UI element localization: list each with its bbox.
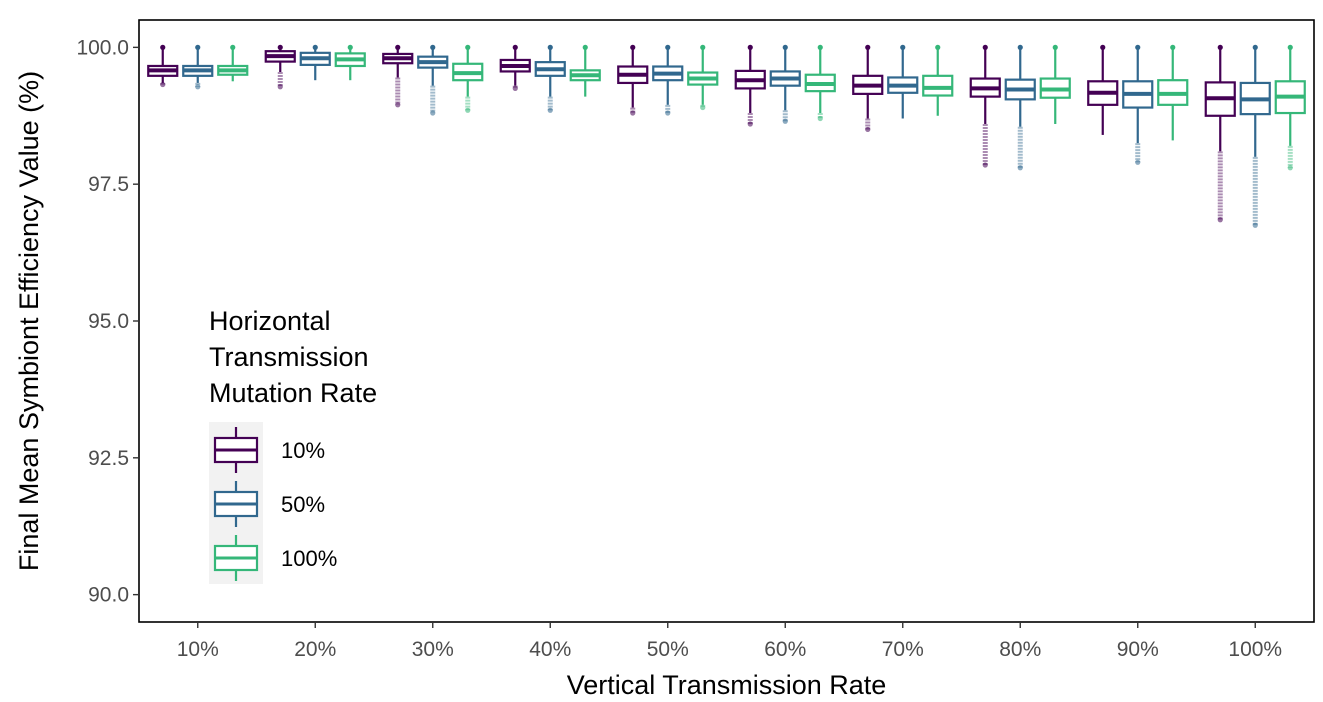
box-10pct-10pct [147, 44, 179, 88]
box-iqr [922, 74, 954, 97]
box-100pct-50pct [687, 44, 719, 111]
box-10pct-100pct [1204, 44, 1236, 223]
box-100pct-100pct [1274, 44, 1306, 171]
box-50pct-60pct [769, 44, 801, 124]
x-tick-label: 40% [529, 638, 571, 661]
box-50pct-100pct [1239, 44, 1271, 228]
outlier-point-low [465, 107, 471, 113]
y-axis-title: Final Mean Symbiont Efficiency Value (%) [14, 71, 44, 571]
outlier-point-low [782, 118, 788, 124]
y-tick-label: 92.5 [88, 447, 129, 470]
box-10pct-30pct [382, 44, 414, 108]
box-100pct-10pct [217, 44, 249, 82]
legend-title-line: Transmission [209, 342, 369, 372]
axes: 90.0 92.5 95.0 97.5 100.0 10% 20% 30% 40% 50% 60% 7… [14, 19, 1315, 700]
x-tick-label: 90% [1117, 638, 1159, 661]
box-50pct-40pct [534, 44, 566, 113]
box-10pct-60pct [734, 44, 766, 127]
x-tick-label: 80% [999, 638, 1041, 661]
plot-area [139, 20, 1314, 622]
outlier-point-low [430, 110, 436, 116]
x-axis-title: Vertical Transmission Rate [567, 670, 887, 700]
y-tick-label: 95.0 [88, 310, 129, 333]
box-100pct-60pct [804, 44, 836, 122]
box-50pct-80pct [1004, 44, 1036, 171]
outlier-point-low [195, 84, 201, 90]
box-100pct-90pct [1157, 44, 1189, 141]
x-tick-label: 60% [764, 638, 806, 661]
x-tick-label: 70% [882, 638, 924, 661]
outlier-point-low [747, 121, 753, 127]
legend-label: 10% [281, 438, 325, 463]
outlier-point-low [1252, 222, 1258, 228]
box-50pct-10pct [182, 44, 214, 90]
x-tick-label: 30% [412, 638, 454, 661]
plot-background [139, 20, 1314, 622]
x-tick-label: 10% [177, 638, 219, 661]
box-10pct-80pct [969, 44, 1001, 168]
outlier-point-low [1287, 165, 1293, 171]
outlier-point-low [547, 107, 553, 113]
legend-title-line: Mutation Rate [209, 378, 377, 408]
box-100pct-70pct [922, 44, 954, 116]
outlier-point-low [160, 81, 166, 88]
legend-label: 50% [281, 492, 325, 517]
x-tick-label: 100% [1228, 638, 1282, 661]
legend-title-line: Horizontal [209, 306, 331, 336]
box-50pct-70pct [887, 44, 919, 119]
box-100pct-20pct [334, 44, 366, 81]
outlier-point-low [700, 104, 706, 111]
y-tick-label: 100.0 [76, 36, 129, 59]
box-10pct-70pct [852, 44, 884, 133]
box-10pct-90pct [1087, 44, 1119, 135]
outlier-point-low [395, 102, 401, 108]
box-100pct-40pct [569, 44, 601, 97]
legend-key-100pct [213, 535, 259, 581]
legend-key-10pct [213, 427, 259, 473]
box-50pct-20pct [299, 44, 331, 81]
legend-label: 100% [281, 546, 337, 571]
box-100pct-30pct [452, 44, 484, 113]
outlier-point-low [277, 84, 283, 90]
outlier-point-low [865, 126, 871, 133]
box-100pct-80pct [1039, 44, 1071, 124]
box-10pct-50pct [617, 44, 649, 116]
outlier-point-low [982, 162, 988, 168]
outlier-point-low [630, 110, 636, 116]
box-10pct-20pct [264, 44, 296, 90]
box-10pct-40pct [499, 44, 531, 92]
box-50pct-30pct [417, 44, 449, 116]
legend-key-50pct [213, 481, 259, 527]
outlier-point-low [1135, 159, 1141, 165]
y-tick-label: 90.0 [88, 584, 129, 607]
outlier-point-low [665, 110, 671, 116]
x-tick-label: 50% [647, 638, 689, 661]
box-50pct-90pct [1122, 44, 1154, 165]
outlier-point-low [512, 85, 518, 92]
outlier-point-low [1217, 217, 1223, 223]
x-tick-label: 20% [294, 638, 336, 661]
outlier-point-low [817, 115, 823, 122]
y-tick-label: 97.5 [88, 173, 129, 196]
legend: Horizontal Transmission Mutation Rate 10% 50… [209, 306, 377, 584]
box-50pct-50pct [652, 44, 684, 116]
outlier-point-low [1017, 165, 1023, 171]
